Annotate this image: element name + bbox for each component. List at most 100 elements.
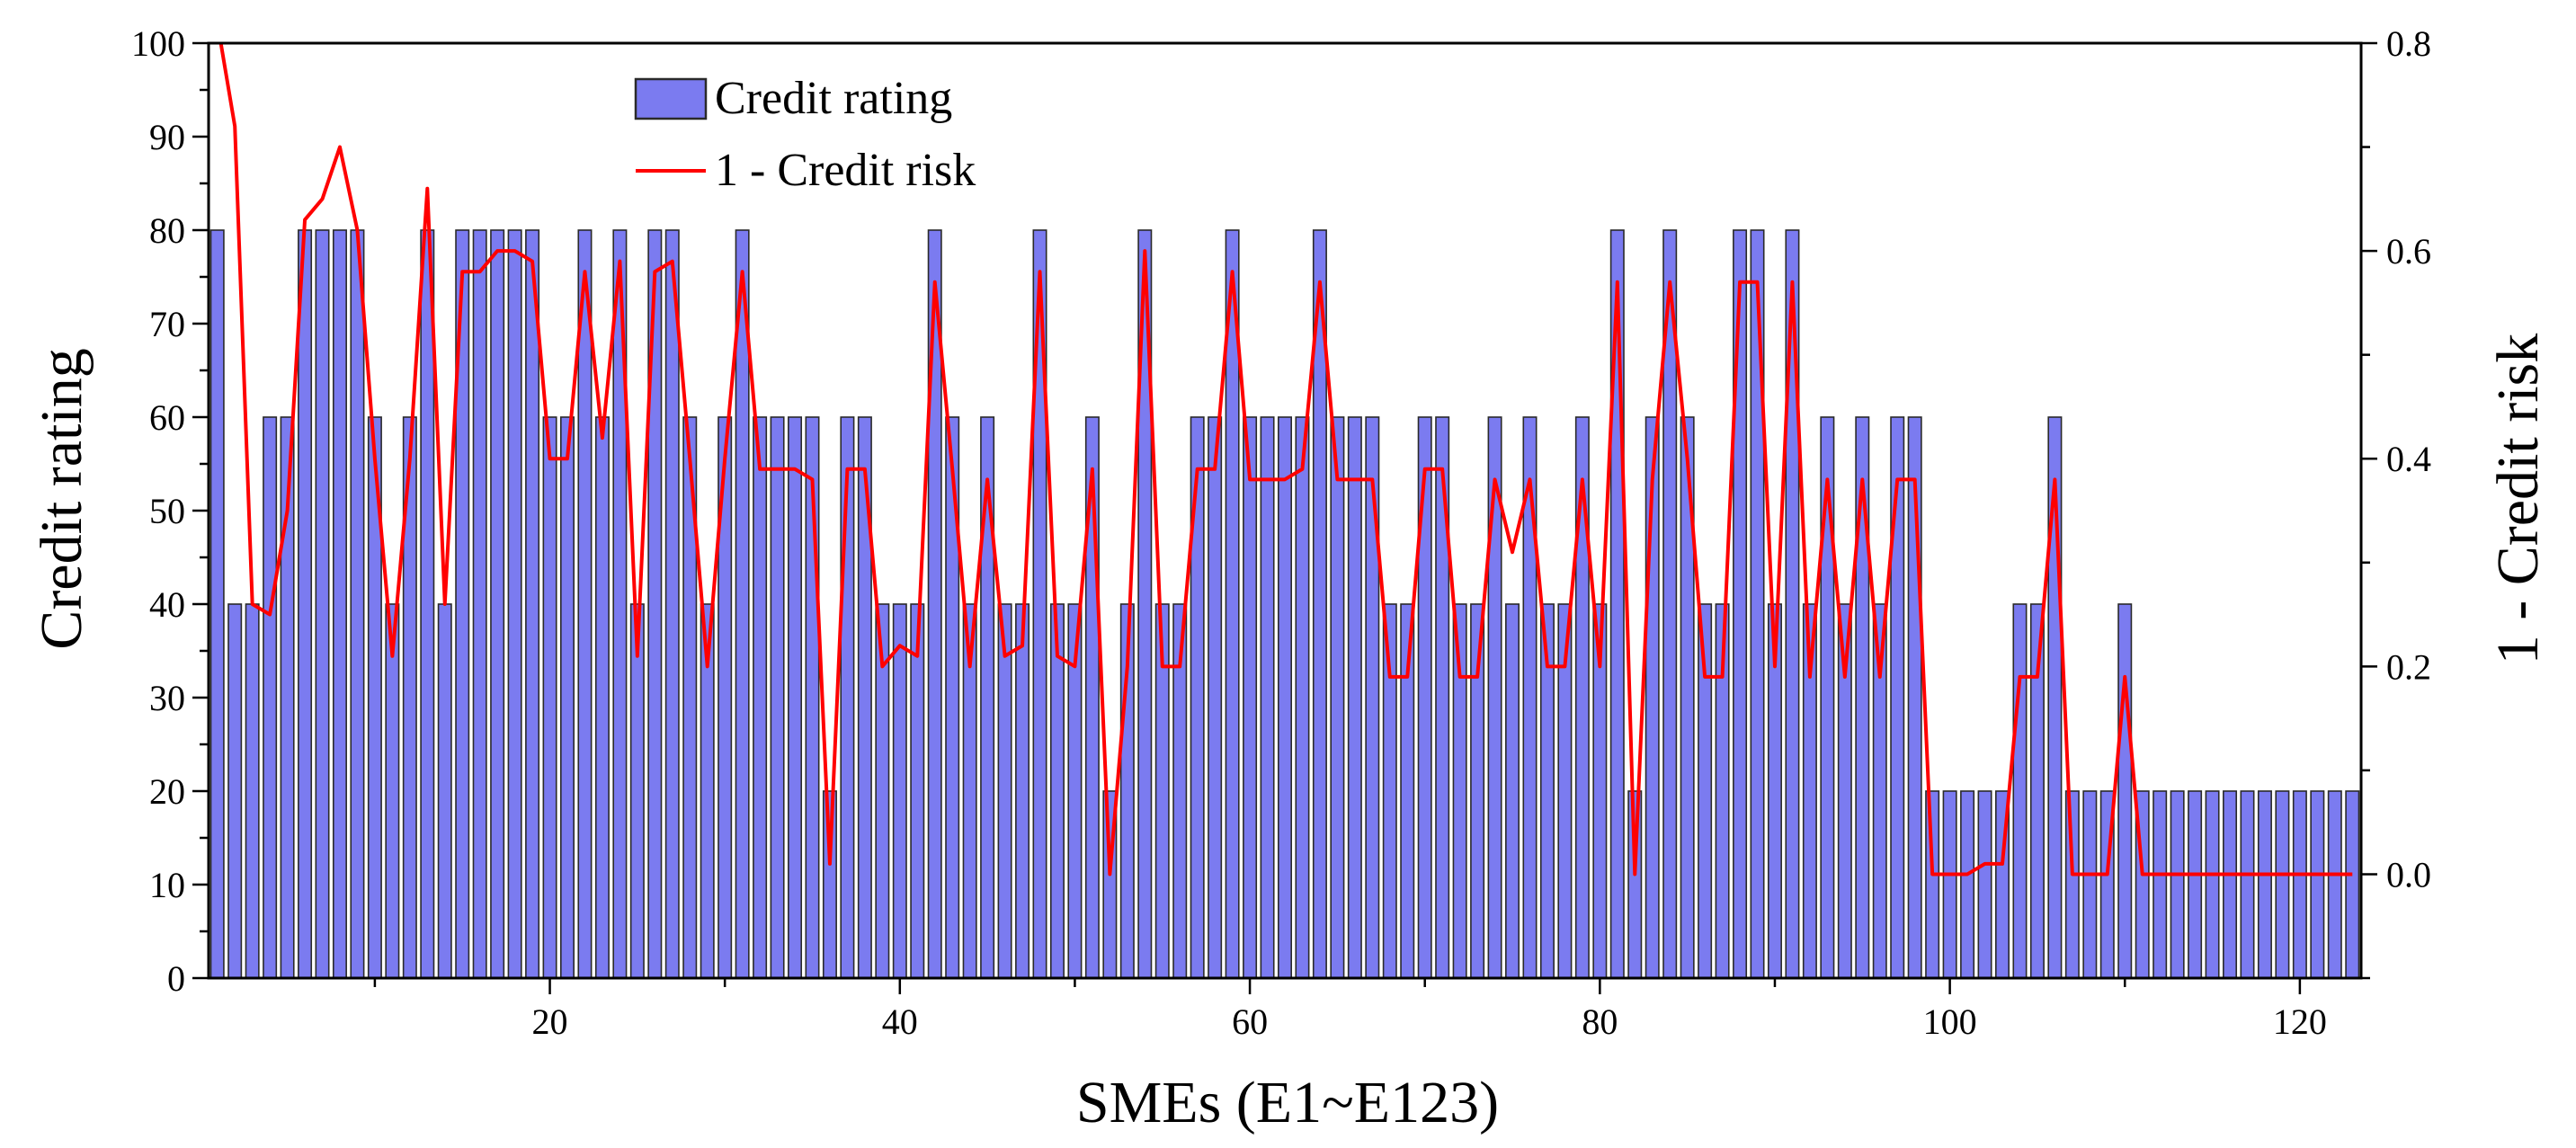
bar (263, 416, 278, 979)
x-axis-title: SMEs (E1~E123) (1076, 1070, 1499, 1135)
bar (350, 229, 365, 979)
bar (2082, 790, 2098, 979)
bar (2064, 790, 2080, 979)
left-y-tick-label: 60 (149, 397, 185, 438)
bar (1417, 416, 1432, 979)
bar (332, 229, 347, 979)
bar (1330, 416, 1345, 979)
credit-risk-line (218, 43, 2353, 877)
bar (1925, 790, 1940, 979)
bar (525, 229, 540, 979)
bar (559, 416, 575, 979)
legend-label-credit-risk: 1 - Credit risk (715, 145, 976, 196)
bar (1855, 416, 1870, 979)
bar (2257, 790, 2272, 979)
bar (577, 229, 593, 979)
left-y-axis-title: Credit rating (29, 348, 94, 649)
bar (2117, 603, 2133, 979)
left-y-tick-label: 70 (149, 304, 185, 344)
bar (2327, 790, 2342, 979)
bar (1960, 790, 1975, 979)
bar (2345, 790, 2360, 979)
bar (1977, 790, 1992, 979)
bar (227, 603, 243, 979)
right-y-tick-label: 0.2 (2386, 646, 2431, 687)
bar (209, 229, 225, 979)
x-tick-label: 20 (532, 1001, 568, 1042)
left-y-tick-label: 50 (149, 491, 185, 531)
bar (315, 229, 330, 979)
bar (507, 229, 522, 979)
bar (1365, 416, 1380, 979)
bar (910, 603, 925, 979)
bar (420, 229, 435, 979)
bar (2188, 790, 2203, 979)
right-y-tick-label: 0.6 (2386, 231, 2431, 271)
bar (892, 603, 907, 979)
x-axis: 20 40 60 80 100 120 (373, 978, 2327, 1042)
left-y-tick-label: 40 (149, 584, 185, 625)
left-y-tick-label: 90 (149, 117, 185, 157)
bar (1820, 416, 1835, 979)
bar (245, 603, 260, 979)
bar (1278, 416, 1293, 979)
bar (1015, 603, 1030, 979)
bar (1942, 790, 1957, 979)
bar (1890, 416, 1905, 979)
x-tick-label: 60 (1232, 1001, 1268, 1042)
x-tick-label: 40 (882, 1001, 918, 1042)
left-y-tick-label: 0 (167, 958, 185, 999)
bar (490, 229, 505, 979)
bar (594, 416, 610, 979)
left-y-tick-label: 100 (131, 23, 185, 64)
bar (437, 603, 452, 979)
bar (1435, 416, 1450, 979)
bar (2153, 790, 2168, 979)
line-series-credit-risk (218, 43, 2353, 877)
bar (997, 603, 1012, 979)
bar (2170, 790, 2185, 979)
bar (542, 416, 557, 979)
bar (1260, 416, 1275, 979)
right-y-tick-label: 0.8 (2386, 23, 2431, 64)
bar (629, 603, 645, 979)
x-tick-label: 80 (1582, 1001, 1618, 1042)
left-y-tick-label: 80 (149, 210, 185, 251)
bar (822, 790, 837, 979)
bar (1347, 416, 1362, 979)
left-y-tick-label: 20 (149, 771, 185, 812)
bar (1733, 229, 1748, 979)
bar (1243, 416, 1258, 979)
bar (298, 229, 313, 979)
left-y-tick-label: 30 (149, 678, 185, 718)
right-y-tick-label: 0.0 (2386, 854, 2431, 894)
bar (2012, 603, 2028, 979)
bar (664, 229, 680, 979)
bar (1208, 416, 1223, 979)
right-y-axis-title: 1 - Credit risk (2485, 334, 2551, 664)
left-y-axis: 0 10 20 30 40 50 60 70 80 90 100 (131, 23, 209, 999)
bar (2292, 790, 2307, 979)
legend-swatch-credit-rating (634, 77, 708, 120)
bar (472, 229, 487, 979)
bar (385, 603, 400, 979)
bar (1505, 603, 1520, 979)
bar (2240, 790, 2255, 979)
legend: Credit rating 1 - Credit risk (634, 73, 976, 196)
left-y-tick-label: 10 (149, 865, 185, 905)
bar (2310, 790, 2325, 979)
right-y-tick-label: 0.4 (2386, 439, 2431, 479)
bar (2275, 790, 2290, 979)
right-y-axis: 0.0 0.2 0.4 0.6 0.8 (2361, 23, 2431, 980)
x-tick-label: 100 (1923, 1001, 1977, 1042)
bar (770, 416, 785, 979)
bar (2205, 790, 2220, 979)
bar (788, 416, 803, 979)
bar (1574, 416, 1590, 979)
x-tick-label: 120 (2273, 1001, 2327, 1042)
bar (753, 416, 768, 979)
bar (2223, 790, 2238, 979)
bar (980, 416, 995, 979)
bar (1295, 416, 1310, 979)
